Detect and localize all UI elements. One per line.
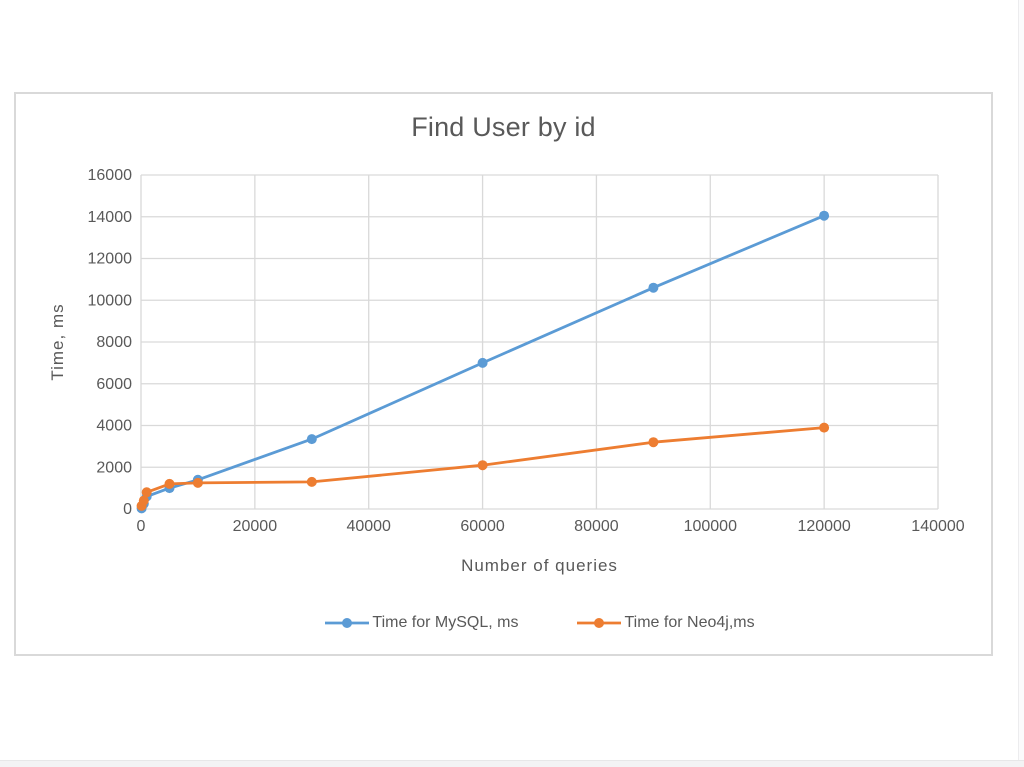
- data-point: [477, 357, 488, 368]
- data-point: [141, 487, 152, 498]
- y-tick-label: 0: [123, 501, 132, 518]
- x-tick-label: 100000: [684, 518, 737, 535]
- data-point: [477, 460, 488, 471]
- data-point: [138, 495, 149, 506]
- data-point: [648, 282, 659, 293]
- x-tick-label: 80000: [574, 518, 619, 535]
- data-point: [648, 437, 659, 448]
- x-axis-title: Number of queries: [461, 556, 618, 575]
- legend-label: Time for Neo4j,ms: [624, 614, 755, 631]
- chart-legend: Time for MySQL, ms Time for Neo4j,ms: [141, 614, 938, 632]
- y-tick-label: 12000: [88, 251, 133, 268]
- legend-item: Time for Neo4j,ms: [576, 614, 755, 632]
- chart-canvas: 0 2000 4000 6000 8000 10000 12000 14000 16000 0 20…: [88, 167, 965, 535]
- data-point: [819, 210, 830, 221]
- x-tick-label: 40000: [346, 518, 391, 535]
- data-point: [819, 422, 830, 433]
- footer-strip: [0, 760, 1024, 767]
- data-point: [192, 477, 203, 488]
- y-tick-label: 2000: [96, 459, 132, 476]
- legend-item: Time for MySQL, ms: [324, 614, 518, 632]
- y-tick-label: 16000: [88, 167, 133, 184]
- data-point: [306, 434, 317, 445]
- data-point: [306, 476, 317, 487]
- y-axis-title: Time, ms: [48, 303, 67, 381]
- data-point: [164, 478, 175, 489]
- y-tick-label: 10000: [88, 292, 133, 309]
- legend-dot: [594, 618, 605, 628]
- x-tick-label: 120000: [797, 518, 850, 535]
- legend-marker-icon: [577, 618, 622, 628]
- x-tick-label: 60000: [460, 518, 505, 535]
- y-tick-label: 6000: [96, 376, 132, 393]
- legend-label: Time for MySQL, ms: [372, 614, 519, 631]
- y-tick-label: 14000: [88, 209, 133, 226]
- legend-marker-icon: [325, 618, 370, 628]
- x-tick-label: 140000: [911, 518, 964, 535]
- chart-title: Find User by id: [411, 112, 596, 142]
- y-tick-label: 4000: [96, 418, 132, 435]
- legend-dot: [342, 618, 353, 628]
- x-tick-label: 0: [137, 518, 146, 535]
- y-tick-label: 8000: [96, 334, 132, 351]
- x-tick-label: 20000: [233, 518, 278, 535]
- chart-frame: Find User by id 0 2000 4000 6000 8000 10000 12…: [14, 92, 993, 656]
- right-rail-divider: [1018, 0, 1024, 767]
